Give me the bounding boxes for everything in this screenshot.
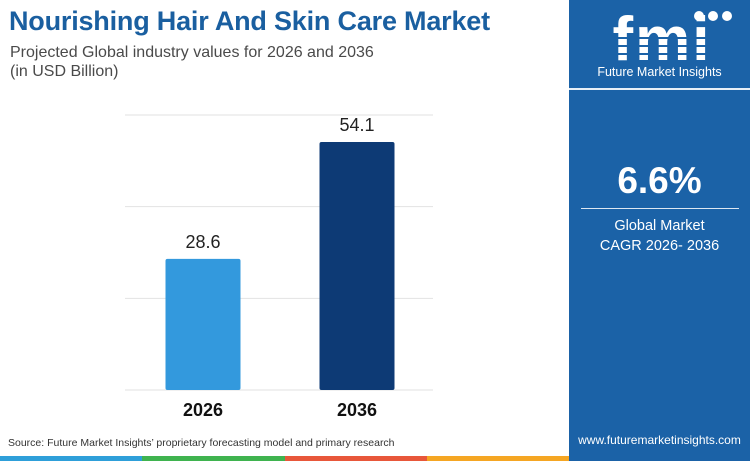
source-note: Source: Future Market Insights’ propriet… xyxy=(8,437,395,449)
bar-2026 xyxy=(165,258,241,390)
logo-wordmark: fmi xyxy=(613,8,712,74)
globe-dot-icon xyxy=(694,11,704,21)
x-tick-label-2036: 2036 xyxy=(337,400,377,420)
strip-segment xyxy=(284,456,427,461)
cagr-caption: Global Market CAGR 2026- 2036 xyxy=(569,216,750,256)
data-label-2036: 54.1 xyxy=(339,115,374,135)
bar-2036 xyxy=(319,142,395,390)
cagr-value: 6.6% xyxy=(617,160,702,201)
strip-segment xyxy=(0,456,143,461)
data-label-2026: 28.6 xyxy=(185,232,220,252)
logo-stripes xyxy=(587,37,737,55)
subtitle-line-1: Projected Global industry values for 202… xyxy=(10,44,374,61)
cagr-caption-line-1: Global Market xyxy=(614,218,705,234)
x-tick-label-2026: 2026 xyxy=(183,400,223,420)
color-strip xyxy=(0,456,569,461)
bar-chart: 28.6 2026 54.1 2036 xyxy=(125,114,433,420)
strip-segment xyxy=(142,456,285,461)
fmi-logo: fmi xyxy=(587,8,737,74)
cagr-caption-line-2: CAGR 2026- 2036 xyxy=(599,238,720,254)
globe-dot-icon xyxy=(722,11,732,21)
logo-tagline: Future Market Insights xyxy=(597,65,722,79)
globe-dot-icon xyxy=(708,11,718,21)
cagr-divider xyxy=(581,208,739,209)
strip-segment xyxy=(426,456,569,461)
brand-panel: fmi Future Market Insights 6.6% Global M… xyxy=(569,0,750,461)
website-url: www.futuremarketinsights.com xyxy=(578,433,741,447)
subtitle-line-2: (in USD Billion) xyxy=(10,63,119,80)
chart-subtitle: Projected Global industry values for 202… xyxy=(10,43,550,81)
chart-title: Nourishing Hair And Skin Care Market xyxy=(9,6,490,36)
panel-divider xyxy=(569,88,750,90)
